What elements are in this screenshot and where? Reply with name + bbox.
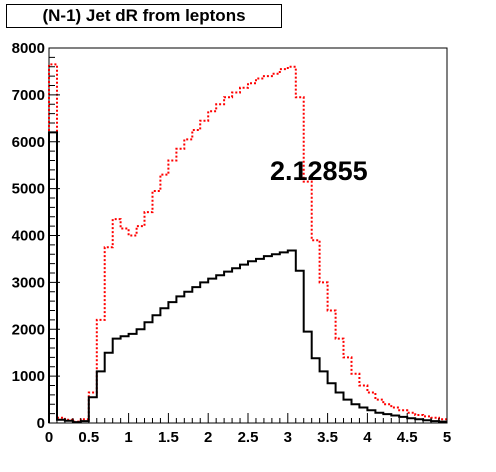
y-tick-label: 3000: [12, 274, 45, 291]
y-tick-label: 4000: [12, 228, 45, 245]
x-tick-label: 0: [45, 429, 53, 446]
series-red-dotted: [48, 63, 447, 423]
series-layer: [48, 63, 447, 424]
y-tick-label: 1000: [12, 368, 45, 385]
y-tick-label: 6000: [12, 134, 45, 151]
y-tick-label: 7000: [12, 87, 45, 104]
x-tick-label: 2: [204, 429, 212, 446]
chart-title: (N-1) Jet dR from leptons: [6, 4, 282, 28]
x-tick-label: 5: [443, 429, 451, 446]
y-tick-label: 2000: [12, 321, 45, 338]
x-tick-label: 4.5: [397, 429, 418, 446]
x-tick-label: 2.5: [238, 429, 259, 446]
frame: [48, 47, 448, 424]
x-tick-label: 3: [284, 429, 292, 446]
x-tick-label: 1: [124, 429, 132, 446]
y-tick-label: 8000: [12, 40, 45, 57]
x-tick-label: 4: [363, 429, 372, 446]
x-tick-label: 1.5: [158, 429, 179, 446]
axis-layer: 0 0.5 1 1.5 2 2.5 3 3.5 4 4.5 5 0 1000 2000 3000 4000 50…: [12, 40, 452, 446]
y-tick-label: 0: [37, 415, 45, 432]
x-tick-label: 0.5: [78, 429, 99, 446]
series-black-solid: [48, 131, 447, 424]
y-tick-label: 5000: [12, 181, 45, 198]
x-tick-label: 3.5: [317, 429, 338, 446]
peak-annotation: 2.12855: [270, 156, 368, 186]
